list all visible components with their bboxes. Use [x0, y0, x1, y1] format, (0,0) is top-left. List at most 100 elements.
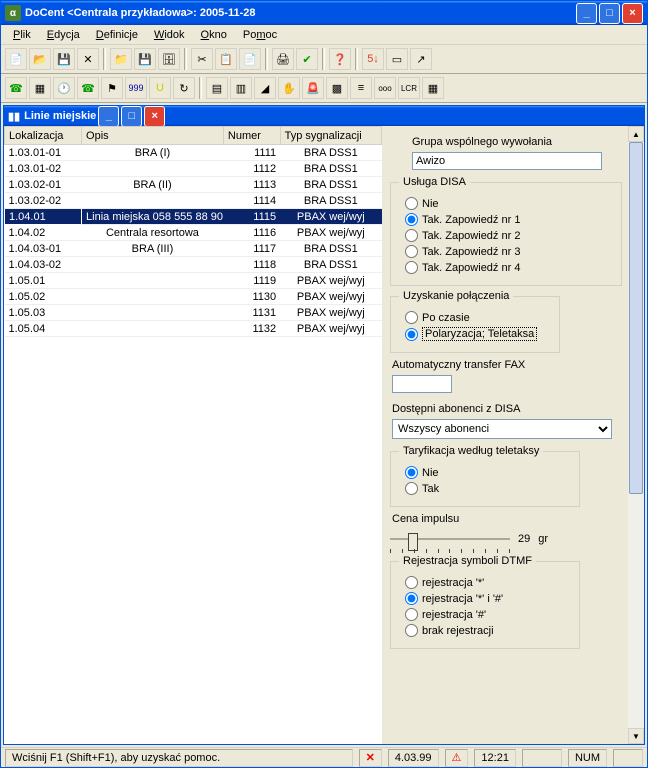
menu-plik[interactable]: Plik	[5, 27, 39, 43]
table-row[interactable]: 1.05.041132PBAX wej/wyj	[5, 321, 382, 337]
taryf-option[interactable]: Tak	[405, 482, 439, 495]
dtmf-radio[interactable]	[405, 624, 418, 637]
menu-pomoc[interactable]: Pomoc	[235, 27, 285, 43]
grupa-input[interactable]	[412, 152, 602, 170]
disa-radio[interactable]	[405, 229, 418, 242]
table-row[interactable]: 1.03.02-01BRA (II)1113BRA DSS1	[5, 177, 382, 193]
tb-phone2-icon[interactable]: ☎	[77, 77, 99, 99]
tb-copy-icon[interactable]: 📋	[215, 48, 237, 70]
abonenci-select[interactable]: Wszyscy abonenci	[392, 419, 612, 439]
dtmf-option[interactable]: rejestracja '*'	[405, 576, 484, 589]
tb-tool4-icon[interactable]: ▩	[326, 77, 348, 99]
column-header[interactable]: Typ sygnalizacji	[280, 127, 381, 145]
tb-refresh-icon[interactable]: ↻	[173, 77, 195, 99]
status-disconnect-icon: ⚠	[445, 749, 469, 767]
table-row[interactable]: 1.04.02Centrala resortowa1116PBAX wej/wy…	[5, 225, 382, 241]
maximize-button[interactable]: □	[599, 3, 620, 24]
taryf-option[interactable]: Nie	[405, 466, 439, 479]
inner-close-button[interactable]: ×	[144, 106, 165, 127]
right-scrollbar[interactable]: ▲ ▼	[628, 126, 644, 744]
scroll-up-icon[interactable]: ▲	[628, 126, 644, 142]
tb-phone-icon[interactable]: ☎	[5, 77, 27, 99]
disa-radio[interactable]	[405, 213, 418, 226]
lines-table[interactable]: LokalizacjaOpisNumerTyp sygnalizacji 1.0…	[4, 126, 382, 337]
menu-edycja[interactable]: Edycja	[39, 27, 88, 43]
inner-minimize-button[interactable]: _	[98, 106, 119, 127]
tb-999-icon[interactable]: 999	[125, 77, 147, 99]
disa-radio[interactable]	[405, 261, 418, 274]
taryf-radio[interactable]	[405, 466, 418, 479]
titlebar[interactable]: α DoCent <Centrala przykładowa>: 2005-11…	[1, 1, 647, 25]
menu-widok[interactable]: Widok	[146, 27, 193, 43]
dtmf-option[interactable]: rejestracja '#'	[405, 608, 486, 621]
tb-hand-icon[interactable]: ✋	[278, 77, 300, 99]
pol-radio[interactable]	[405, 311, 418, 324]
tb-ooo-icon[interactable]: ooo	[374, 77, 396, 99]
tb-alarm-icon[interactable]: 🚨	[302, 77, 324, 99]
tb-lcr-icon[interactable]: LCR	[398, 77, 420, 99]
tb-tool1-icon[interactable]: ▤	[206, 77, 228, 99]
dtmf-radio[interactable]	[405, 592, 418, 605]
tb-folder-icon[interactable]: 📁	[110, 48, 132, 70]
column-header[interactable]: Opis	[82, 127, 224, 145]
tb-print-icon[interactable]: 🖨	[272, 48, 294, 70]
tb-disks-icon[interactable]: 🗄	[158, 48, 180, 70]
column-header[interactable]: Numer	[223, 127, 280, 145]
table-row[interactable]: 1.04.03-021118BRA DSS1	[5, 257, 382, 273]
tb-new-icon[interactable]: 📄	[5, 48, 27, 70]
dtmf-option[interactable]: rejestracja '*' i '#'	[405, 592, 503, 605]
disa-option[interactable]: Tak. Zapowiedź nr 4	[405, 261, 520, 274]
disa-option[interactable]: Tak. Zapowiedź nr 1	[405, 213, 520, 226]
table-row[interactable]: 1.03.01-021112BRA DSS1	[5, 161, 382, 177]
table-row[interactable]: 1.04.01Linia miejska 058 555 88 901115PB…	[5, 209, 382, 225]
table-row[interactable]: 1.03.02-021114BRA DSS1	[5, 193, 382, 209]
inner-titlebar[interactable]: ▮▮ Linie miejskie _ □ ×	[4, 106, 644, 126]
tb-delete-icon[interactable]: ✕	[77, 48, 99, 70]
tb-sort-icon[interactable]: 5↓	[362, 48, 384, 70]
table-row[interactable]: 1.04.03-01BRA (III)1117BRA DSS1	[5, 241, 382, 257]
tb-tool6-icon[interactable]: ▦	[422, 77, 444, 99]
disa-option[interactable]: Tak. Zapowiedź nr 2	[405, 229, 520, 242]
close-button[interactable]: ×	[622, 3, 643, 24]
tb-save-icon[interactable]: 💾	[53, 48, 75, 70]
inner-window: ▮▮ Linie miejskie _ □ × LokalizacjaOpisN…	[3, 105, 645, 745]
dtmf-option[interactable]: brak rejestracji	[405, 624, 494, 637]
inner-maximize-button[interactable]: □	[121, 106, 142, 127]
tb-paste-icon[interactable]: 📄	[239, 48, 261, 70]
menu-definicje[interactable]: Definicje	[88, 27, 146, 43]
tb-card-icon[interactable]: ▦	[29, 77, 51, 99]
fax-input[interactable]	[392, 375, 452, 393]
table-row[interactable]: 1.05.031131PBAX wej/wyj	[5, 305, 382, 321]
tb-cut-icon[interactable]: ✂	[191, 48, 213, 70]
disa-option[interactable]: Nie	[405, 197, 439, 210]
column-header[interactable]: Lokalizacja	[5, 127, 82, 145]
disa-radio[interactable]	[405, 197, 418, 210]
tb-disk-icon[interactable]: 💾	[134, 48, 156, 70]
tb-clock-icon[interactable]: 🕐	[53, 77, 75, 99]
table-row[interactable]: 1.05.011119PBAX wej/wyj	[5, 273, 382, 289]
minimize-button[interactable]: _	[576, 3, 597, 24]
table-row[interactable]: 1.05.021130PBAX wej/wyj	[5, 289, 382, 305]
tb-check-icon[interactable]: ✔	[296, 48, 318, 70]
tb-exit-icon[interactable]: ↗	[410, 48, 432, 70]
menu-okno[interactable]: Okno	[193, 27, 235, 43]
tb-open-icon[interactable]: 📂	[29, 48, 51, 70]
cena-slider[interactable]: 29 gr	[390, 527, 622, 551]
disa-radio[interactable]	[405, 245, 418, 258]
scroll-down-icon[interactable]: ▼	[628, 728, 644, 744]
tb-flag-icon[interactable]: ⚑	[101, 77, 123, 99]
tb-tool5-icon[interactable]: ≡	[350, 77, 372, 99]
taryf-radio[interactable]	[405, 482, 418, 495]
table-row[interactable]: 1.03.01-01BRA (I)1111BRA DSS1	[5, 145, 382, 161]
pol-option[interactable]: Po czasie	[405, 311, 470, 324]
tb-tool2-icon[interactable]: ▥	[230, 77, 252, 99]
tb-help-icon[interactable]: ❓	[329, 48, 351, 70]
pol-option[interactable]: Polaryzacja; Teletaksa	[405, 327, 537, 341]
dtmf-radio[interactable]	[405, 608, 418, 621]
tb-u-icon[interactable]: U	[149, 77, 171, 99]
dtmf-radio[interactable]	[405, 576, 418, 589]
tb-window-icon[interactable]: ▭	[386, 48, 408, 70]
pol-radio[interactable]	[405, 328, 418, 341]
disa-option[interactable]: Tak. Zapowiedź nr 3	[405, 245, 520, 258]
tb-tool3-icon[interactable]: ◢	[254, 77, 276, 99]
